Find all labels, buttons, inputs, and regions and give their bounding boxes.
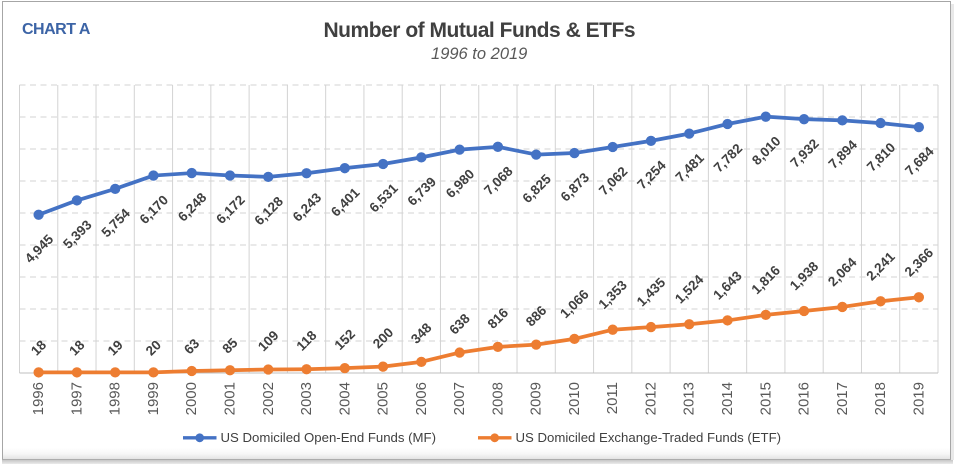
svg-text:2005: 2005 (375, 382, 392, 415)
svg-text:US Domiciled Exchange-Traded F: US Domiciled Exchange-Traded Funds (ETF) (516, 430, 782, 445)
svg-text:CHART A: CHART A (22, 21, 91, 38)
svg-text:2010: 2010 (566, 382, 583, 415)
svg-text:2001: 2001 (222, 382, 239, 415)
svg-text:2009: 2009 (528, 382, 545, 415)
svg-text:1996 to 2019: 1996 to 2019 (431, 45, 527, 63)
svg-text:2018: 2018 (872, 382, 889, 415)
svg-text:2006: 2006 (413, 382, 430, 415)
svg-text:2002: 2002 (260, 382, 277, 415)
svg-text:2014: 2014 (719, 382, 736, 415)
svg-text:2004: 2004 (336, 382, 353, 415)
svg-text:1997: 1997 (68, 382, 85, 415)
svg-text:1996: 1996 (30, 382, 47, 415)
svg-text:2012: 2012 (643, 382, 660, 415)
svg-text:2007: 2007 (451, 382, 468, 415)
svg-text:2015: 2015 (757, 382, 774, 415)
svg-text:2011: 2011 (604, 382, 621, 414)
svg-text:2003: 2003 (298, 382, 315, 415)
svg-text:US Domiciled Open-End Funds (M: US Domiciled Open-End Funds (MF) (221, 430, 436, 445)
svg-text:2000: 2000 (183, 382, 200, 415)
svg-text:2019: 2019 (910, 382, 927, 415)
svg-text:Number of Mutual Funds & ETFs: Number of Mutual Funds & ETFs (324, 19, 636, 42)
svg-text:2016: 2016 (796, 382, 813, 415)
svg-text:1999: 1999 (145, 382, 162, 415)
svg-text:2008: 2008 (489, 382, 506, 415)
svg-text:2013: 2013 (681, 382, 698, 415)
svg-text:2017: 2017 (834, 382, 851, 415)
svg-text:1998: 1998 (107, 382, 124, 415)
